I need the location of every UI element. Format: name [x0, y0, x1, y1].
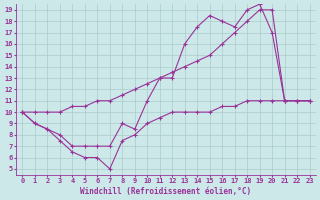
X-axis label: Windchill (Refroidissement éolien,°C): Windchill (Refroidissement éolien,°C)	[80, 187, 252, 196]
